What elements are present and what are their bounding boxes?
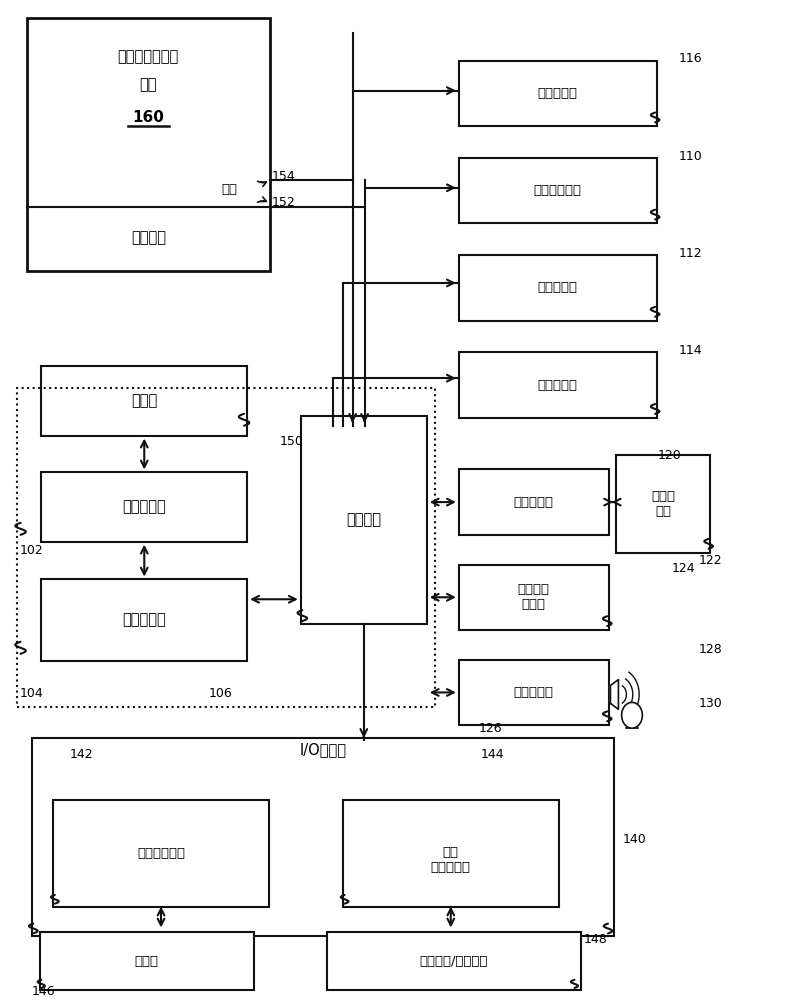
Text: 104: 104: [20, 687, 43, 700]
Text: 存储器接口: 存储器接口: [123, 500, 166, 515]
Text: 操作系统: 操作系统: [131, 230, 166, 245]
Text: 122: 122: [698, 554, 722, 567]
Bar: [42, 366, 248, 436]
Bar: [18, 388, 435, 707]
Text: 146: 146: [32, 985, 55, 998]
Text: 124: 124: [672, 562, 695, 575]
Bar: [459, 660, 609, 725]
Text: 144: 144: [481, 748, 504, 761]
Polygon shape: [610, 680, 618, 709]
Bar: [616, 455, 710, 553]
Bar: [459, 61, 657, 126]
Text: 磁场传感器: 磁场传感器: [537, 281, 578, 294]
Text: 光学传
感器: 光学传 感器: [651, 490, 675, 518]
Text: 其他
输入控制器: 其他 输入控制器: [431, 846, 471, 874]
Text: 音频子系统: 音频子系统: [513, 686, 553, 699]
Bar: [40, 932, 254, 990]
Text: 126: 126: [479, 722, 502, 735]
Bar: [42, 472, 248, 542]
Text: I/O子系统: I/O子系统: [300, 742, 347, 757]
Bar: [32, 738, 614, 936]
Text: 重力传感器: 重力传感器: [537, 379, 578, 392]
Text: 102: 102: [20, 544, 43, 557]
Text: 142: 142: [69, 748, 93, 761]
Text: 152: 152: [272, 196, 295, 209]
Text: 外围接口: 外围接口: [346, 512, 381, 527]
Text: 触摸屏控制器: 触摸屏控制器: [137, 847, 185, 860]
Text: 无线通信
子系统: 无线通信 子系统: [517, 583, 549, 611]
Bar: [300, 416, 427, 624]
Text: 其他传感器: 其他传感器: [537, 87, 578, 100]
Text: 应用: 应用: [222, 183, 238, 196]
Bar: [459, 565, 609, 630]
Text: 装置: 装置: [139, 77, 157, 92]
Text: 存储器: 存储器: [131, 393, 157, 408]
Text: 128: 128: [699, 643, 723, 656]
Text: 其他输入/控制设备: 其他输入/控制设备: [420, 955, 489, 968]
Text: 148: 148: [584, 933, 608, 946]
Bar: [327, 932, 581, 990]
Bar: [27, 18, 271, 271]
Bar: [459, 255, 657, 321]
Text: 110: 110: [678, 150, 702, 163]
Text: 116: 116: [678, 52, 702, 65]
Text: 114: 114: [678, 344, 702, 357]
Text: 120: 120: [658, 449, 682, 462]
Bar: [343, 800, 558, 907]
Bar: [459, 469, 609, 535]
Text: 160: 160: [132, 110, 164, 125]
Text: 106: 106: [209, 687, 232, 700]
Circle shape: [622, 702, 642, 728]
Text: 130: 130: [699, 697, 723, 710]
Text: 112: 112: [678, 247, 702, 260]
Text: 154: 154: [272, 170, 295, 183]
Bar: [42, 579, 248, 661]
Text: 触摸屏: 触摸屏: [135, 955, 159, 968]
Text: 多核处理器调度: 多核处理器调度: [118, 49, 179, 64]
Text: 加速度传感器: 加速度传感器: [533, 184, 582, 197]
Text: 150: 150: [280, 435, 304, 448]
Text: 相机子系统: 相机子系统: [513, 496, 553, 509]
Bar: [459, 158, 657, 223]
Text: 140: 140: [622, 833, 646, 846]
Bar: [459, 352, 657, 418]
Text: 多核处理器: 多核处理器: [123, 613, 166, 628]
Bar: [54, 800, 269, 907]
